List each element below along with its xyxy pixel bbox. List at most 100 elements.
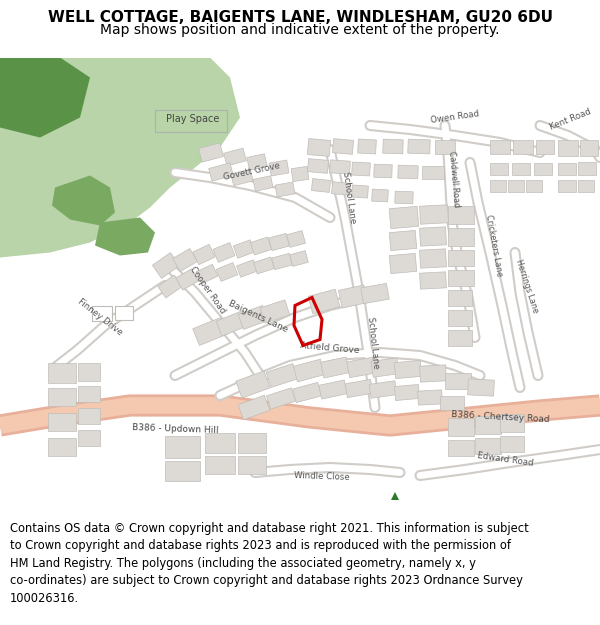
Bar (165, 461, 200, 481)
Text: Cooper Road: Cooper Road (188, 265, 227, 316)
Polygon shape (0, 58, 240, 258)
Bar (238, 395, 270, 420)
Bar (418, 390, 442, 405)
Text: B386 - Chertsey Road: B386 - Chertsey Road (451, 411, 550, 424)
Bar (216, 262, 238, 281)
Bar (578, 179, 594, 191)
Bar (287, 231, 305, 248)
Text: Edward Road: Edward Road (476, 451, 533, 468)
Bar (78, 362, 100, 381)
Bar (448, 439, 474, 456)
Bar (383, 139, 403, 154)
Bar (266, 388, 296, 409)
Bar (419, 205, 448, 224)
Bar (269, 233, 289, 251)
Bar (419, 365, 446, 382)
Bar (445, 372, 471, 389)
Bar (358, 139, 376, 154)
Bar (307, 159, 329, 173)
Text: WELL COTTAGE, BAIGENTS LANE, WINDLESHAM, GU20 6DU: WELL COTTAGE, BAIGENTS LANE, WINDLESHAM,… (47, 11, 553, 26)
Bar (512, 162, 530, 174)
Bar (254, 257, 274, 274)
Text: Owen Road: Owen Road (430, 109, 480, 124)
Bar (272, 253, 292, 269)
Polygon shape (52, 176, 115, 226)
Text: Herrings Lane: Herrings Lane (514, 259, 540, 314)
Text: Contains OS data © Crown copyright and database right 2021. This information is : Contains OS data © Crown copyright and d… (10, 522, 529, 605)
Bar (238, 456, 266, 474)
Bar (374, 164, 392, 177)
Text: Atfield Grove: Atfield Grove (300, 341, 360, 356)
Text: Govett Grove: Govett Grove (223, 161, 281, 181)
Bar (293, 382, 322, 402)
Bar (238, 432, 266, 452)
Bar (173, 249, 197, 271)
Bar (398, 165, 418, 179)
Bar (193, 244, 215, 264)
Bar (513, 139, 533, 154)
Bar (580, 139, 598, 156)
Bar (115, 306, 133, 319)
Bar (419, 272, 446, 289)
Bar (389, 231, 417, 251)
Bar (490, 162, 508, 174)
Bar (269, 160, 289, 176)
Bar (345, 379, 373, 398)
Bar (78, 408, 100, 424)
Bar (347, 357, 375, 377)
Bar (319, 380, 347, 399)
Bar (165, 436, 200, 457)
Bar (500, 436, 524, 451)
Polygon shape (95, 217, 155, 256)
Bar (389, 206, 419, 229)
Bar (475, 416, 501, 434)
Bar (475, 438, 501, 454)
Bar (490, 139, 510, 154)
Bar (78, 386, 100, 401)
Bar (448, 228, 474, 246)
Bar (332, 139, 353, 154)
Text: Finney Drive: Finney Drive (76, 297, 124, 338)
Bar (311, 179, 331, 192)
Bar (490, 179, 506, 191)
Bar (558, 179, 576, 191)
Bar (260, 300, 290, 323)
Bar (419, 249, 446, 268)
Text: School Lane: School Lane (341, 171, 357, 224)
Bar (199, 143, 223, 162)
Bar (536, 139, 554, 154)
Bar (196, 264, 218, 284)
Bar (448, 249, 474, 266)
Bar (48, 438, 76, 456)
Bar (158, 275, 182, 298)
Text: School Lane: School Lane (366, 317, 380, 369)
Bar (236, 260, 257, 278)
Bar (152, 253, 179, 278)
Bar (558, 139, 578, 156)
Bar (361, 283, 389, 304)
Bar (371, 357, 399, 377)
Bar (534, 162, 552, 174)
Bar (500, 414, 524, 431)
Bar (205, 432, 235, 452)
Bar (371, 189, 388, 202)
Text: Windle Close: Windle Close (294, 471, 350, 481)
Bar (508, 179, 524, 191)
Bar (352, 185, 368, 198)
Polygon shape (0, 58, 90, 138)
Bar (467, 379, 494, 396)
Bar (155, 109, 227, 131)
Text: Caldwell Road: Caldwell Road (447, 150, 461, 208)
Bar (440, 396, 464, 409)
Bar (48, 412, 76, 431)
Bar (332, 182, 350, 195)
Bar (224, 148, 247, 166)
Bar (216, 311, 248, 336)
Bar (48, 388, 76, 406)
Bar (526, 179, 542, 191)
Bar (435, 139, 455, 154)
Bar (291, 166, 309, 181)
Bar (578, 161, 596, 174)
Bar (448, 309, 472, 326)
Text: B386 - Updown Hill: B386 - Updown Hill (131, 424, 218, 436)
